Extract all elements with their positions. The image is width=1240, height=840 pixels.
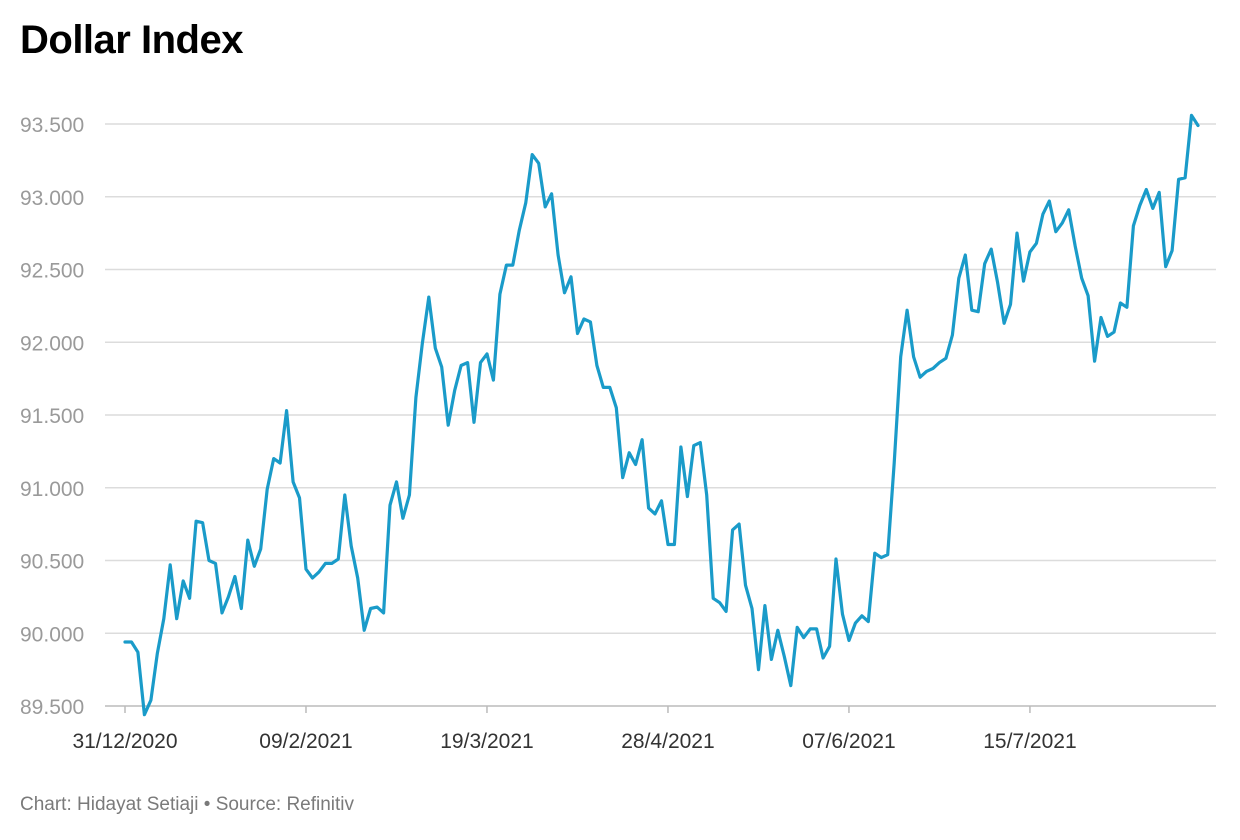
chart-title: Dollar Index (20, 18, 243, 62)
y-tick-label: 90.000 (20, 623, 84, 646)
series-group (123, 113, 1200, 717)
gridlines (105, 123, 1216, 634)
y-tick-label: 89.500 (20, 696, 84, 719)
x-axis-ticks: 31/12/2020 09/2/2021 19/3/2021 28/4/2021 07/… (72, 706, 1077, 753)
chart-footer: Chart: Hidayat Setiaji • Source: Refinit… (20, 794, 354, 816)
footer-separator: • (203, 794, 211, 815)
x-tick-label: 28/4/2021 (621, 730, 714, 753)
series-line-dollar-index (123, 113, 1200, 717)
chart-credit: Chart: Hidayat Setiaji (20, 794, 199, 815)
y-tick-label: 91.000 (20, 478, 84, 501)
y-axis-ticks: 89.500 90.000 90.500 91.000 91.500 92.000 92.5… (20, 114, 84, 719)
y-tick-label: 92.500 (20, 260, 84, 283)
x-tick-label: 31/12/2020 (72, 730, 177, 753)
y-tick-label: 90.500 (20, 551, 84, 574)
x-tick-label: 09/2/2021 (259, 730, 352, 753)
chart-source: Source: Refinitiv (215, 794, 355, 815)
y-tick-label: 93.000 (20, 187, 84, 210)
y-tick-label: 91.500 (20, 405, 84, 428)
x-tick-label: 15/7/2021 (983, 730, 1076, 753)
x-tick-label: 19/3/2021 (440, 730, 533, 753)
y-tick-label: 92.000 (20, 332, 84, 355)
x-tick-label: 07/6/2021 (802, 730, 895, 753)
y-tick-label: 93.500 (20, 114, 84, 137)
